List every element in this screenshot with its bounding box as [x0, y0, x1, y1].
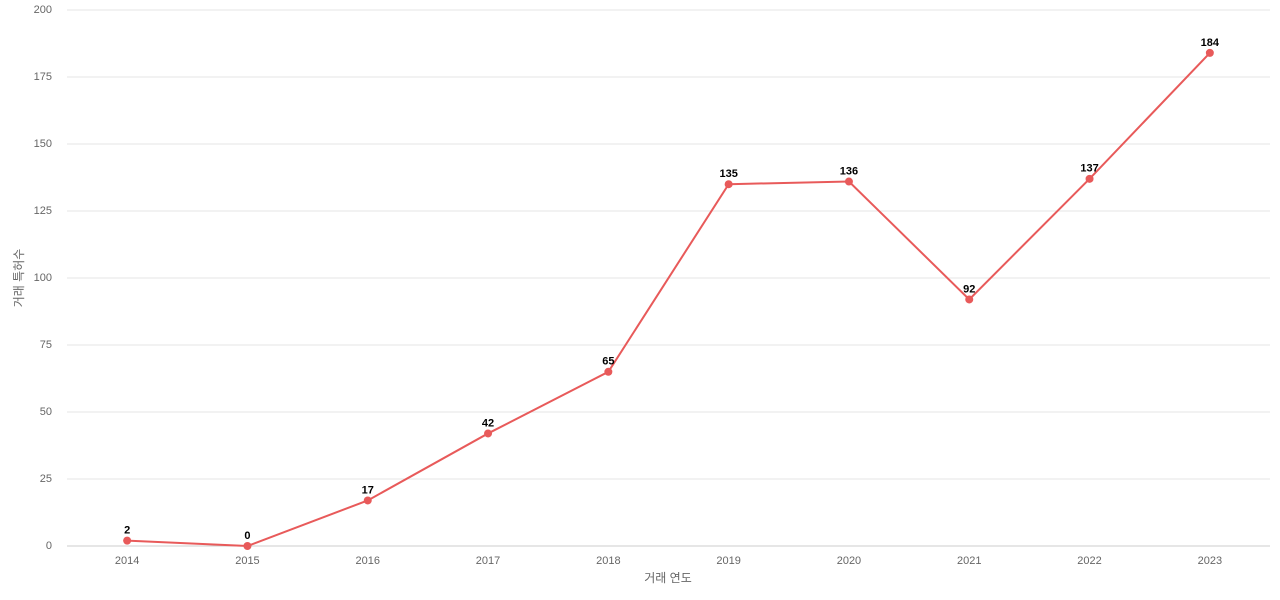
- value-label: 135: [719, 168, 737, 180]
- x-tick-label: 2018: [596, 555, 620, 567]
- line: [127, 52, 1211, 548]
- x-tick-label: 2015: [235, 555, 259, 567]
- y-tick-label: 125: [34, 205, 52, 217]
- value-label: 184: [1201, 37, 1220, 49]
- value-label: 65: [602, 356, 614, 368]
- x-tick-label: 2021: [957, 555, 981, 567]
- value-label: 92: [963, 283, 975, 295]
- y-tick-label: 0: [46, 540, 52, 552]
- x-tick-label: 2016: [356, 555, 380, 567]
- x-tick-label: 2022: [1077, 555, 1101, 567]
- point: [243, 542, 252, 550]
- y-axis-title: 거래 특허수: [12, 249, 26, 308]
- value-label: 2: [124, 525, 130, 537]
- point: [123, 536, 132, 545]
- value-label: 137: [1080, 163, 1098, 175]
- point: [1085, 174, 1094, 183]
- point: [484, 429, 493, 438]
- value-label: 42: [482, 417, 494, 429]
- x-tick-label: 2017: [476, 555, 500, 567]
- x-tick-label: 2014: [115, 555, 139, 567]
- y-tick-label: 200: [34, 4, 52, 16]
- y-tick-label: 100: [34, 272, 52, 284]
- y-tick-label: 50: [40, 406, 52, 418]
- y-tick-label: 150: [34, 138, 52, 150]
- point: [1205, 48, 1214, 57]
- x-tick-label: 2020: [837, 555, 861, 567]
- point: [724, 180, 733, 189]
- x-tick-label: 2023: [1198, 555, 1222, 567]
- value-label: 136: [840, 165, 858, 177]
- y-tick-label: 175: [34, 71, 52, 83]
- point: [844, 177, 853, 186]
- point: [363, 496, 372, 505]
- value-label: 17: [362, 484, 374, 496]
- x-tick-label: 2019: [716, 555, 740, 567]
- x-axis-title: 거래 연도: [644, 571, 692, 585]
- point: [604, 367, 613, 376]
- value-label: 0: [244, 530, 250, 542]
- y-tick-label: 75: [40, 339, 52, 351]
- y-tick-label: 25: [40, 473, 52, 485]
- point: [965, 295, 974, 304]
